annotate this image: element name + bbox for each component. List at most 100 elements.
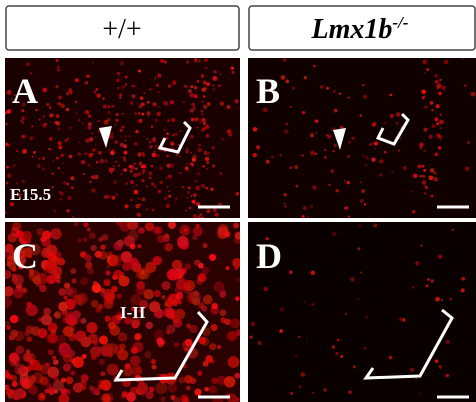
speckle: [117, 294, 122, 299]
speckle: [50, 228, 61, 239]
speckle: [149, 301, 160, 312]
speckle: [283, 193, 287, 197]
speckle: [142, 173, 144, 175]
speckle: [95, 144, 97, 146]
speckle: [53, 359, 59, 365]
speckle: [75, 330, 86, 341]
speckle: [120, 61, 125, 66]
speckle: [104, 195, 108, 199]
speckle: [310, 271, 315, 276]
speckle: [312, 185, 317, 190]
speckle: [137, 244, 141, 248]
speckle: [390, 114, 394, 118]
speckle: [186, 386, 191, 391]
speckle: [440, 114, 442, 116]
speckle: [339, 92, 341, 94]
speckle: [266, 160, 270, 164]
speckle: [123, 144, 127, 148]
speckle: [125, 135, 127, 137]
speckle: [49, 106, 52, 109]
speckle: [412, 210, 415, 213]
speckle: [156, 112, 160, 116]
speckle: [70, 176, 74, 180]
speckle: [115, 161, 117, 163]
speckle: [422, 180, 427, 185]
speckle: [154, 185, 157, 188]
speckle: [123, 168, 127, 172]
speckle: [54, 313, 58, 317]
speckle: [15, 345, 24, 354]
speckle: [102, 97, 104, 99]
speckle: [141, 102, 145, 106]
speckle: [296, 185, 299, 188]
speckle: [115, 193, 118, 196]
speckle: [392, 171, 394, 173]
speckle: [95, 306, 101, 312]
speckle: [16, 150, 18, 152]
speckle: [81, 160, 85, 164]
genotype-superscript: -/-: [392, 13, 408, 32]
speckle: [310, 133, 314, 137]
speckle: [26, 62, 30, 66]
speckle: [195, 180, 198, 183]
speckle: [66, 377, 74, 385]
speckle: [58, 302, 68, 312]
speckle: [303, 206, 307, 210]
speckle: [434, 74, 438, 78]
speckle: [335, 352, 338, 355]
speckle: [26, 304, 38, 316]
speckle: [59, 191, 61, 193]
speckle: [38, 157, 41, 160]
speckle: [197, 127, 199, 129]
speckle: [351, 136, 354, 139]
speckle: [85, 152, 88, 155]
speckle: [133, 173, 137, 177]
speckle: [312, 392, 314, 394]
speckle: [88, 164, 91, 167]
speckle: [82, 386, 86, 390]
speckle: [235, 232, 243, 240]
speckle: [207, 102, 211, 106]
speckle: [72, 216, 74, 218]
speckle: [213, 76, 218, 81]
speckle: [435, 80, 439, 84]
speckle: [146, 186, 148, 188]
speckle: [197, 173, 199, 175]
speckle: [76, 112, 78, 114]
speckle: [32, 156, 34, 158]
speckle: [43, 308, 51, 316]
speckle: [166, 186, 168, 188]
speckle: [304, 301, 306, 303]
speckle: [151, 359, 156, 364]
speckle: [199, 337, 206, 344]
speckle: [333, 150, 335, 152]
speckle: [183, 101, 185, 103]
speckle: [117, 349, 128, 360]
speckle: [112, 165, 115, 168]
speckle: [348, 97, 350, 99]
speckle: [206, 209, 210, 213]
speckle: [11, 228, 20, 237]
speckle: [138, 69, 141, 72]
speckle: [119, 343, 125, 349]
speckle: [98, 120, 100, 122]
speckle: [361, 189, 365, 193]
speckle: [439, 79, 442, 82]
speckle: [316, 132, 318, 134]
speckle: [92, 148, 96, 152]
speckle: [193, 193, 197, 197]
speckle: [48, 148, 51, 151]
speckle: [311, 303, 314, 306]
speckle: [186, 324, 191, 329]
speckle: [213, 208, 217, 212]
speckle: [362, 84, 364, 86]
speckle: [360, 271, 362, 273]
speckle: [108, 105, 111, 108]
speckle: [209, 254, 216, 261]
speckle: [94, 175, 99, 180]
speckle: [89, 181, 91, 183]
speckle: [136, 286, 146, 296]
speckle: [140, 96, 144, 100]
speckle: [85, 110, 89, 114]
speckle: [176, 282, 183, 289]
